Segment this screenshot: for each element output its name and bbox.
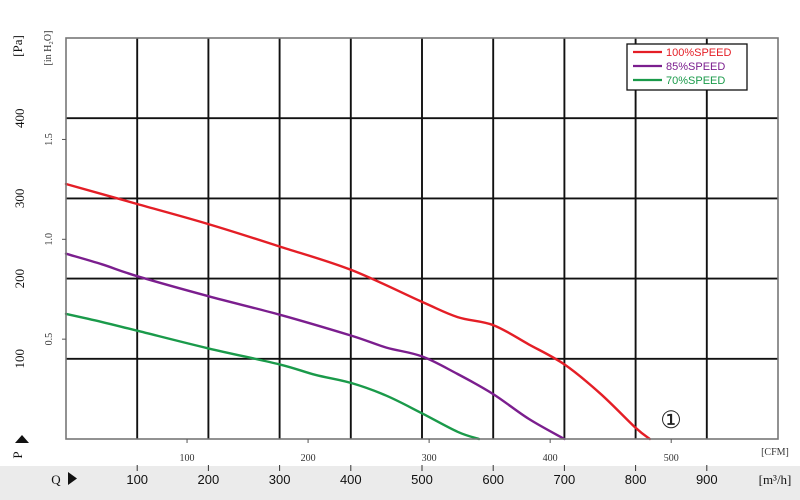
y-secondary-tick-label: 1.5: [44, 133, 55, 146]
x-axis-arrow-icon: [68, 472, 77, 485]
y-unit-secondary: [in H₂O]: [43, 31, 54, 66]
y-tick-label: 100: [12, 349, 27, 369]
x-tick-label: 100: [126, 472, 148, 487]
curves: [64, 182, 651, 441]
legend: 100%SPEED 85%SPEED 70%SPEED: [626, 43, 748, 91]
x-secondary-tick-label: 200: [301, 453, 316, 464]
x-tick-label: 500: [411, 472, 433, 487]
y-tick-label: 300: [12, 189, 27, 209]
x-tick-label: 400: [340, 472, 362, 487]
y-axis-letter: P: [10, 451, 25, 458]
legend-label-85-speed: 85%SPEED: [666, 61, 725, 73]
x-tick-label: 600: [482, 472, 504, 487]
bottom-band: [0, 466, 800, 500]
x-secondary-tick-label: 500: [664, 453, 679, 464]
x-axis-letter: Q: [51, 472, 61, 487]
legend-label-100-speed: 100%SPEED: [666, 47, 731, 59]
x-secondary-tick-label: 400: [543, 453, 558, 464]
grid: [66, 38, 778, 471]
x-tick-label: 200: [198, 472, 220, 487]
x-tick-label: 800: [625, 472, 647, 487]
x-tick-label: 700: [554, 472, 576, 487]
y-unit-primary: [Pa]: [10, 35, 25, 57]
series-line-70-speed: [64, 312, 481, 441]
plot-frame: [65, 37, 779, 440]
x-secondary-tick-label: 100: [180, 453, 195, 464]
x-secondary-tick-label: 300: [422, 453, 437, 464]
x-unit-secondary: [CFM]: [761, 447, 789, 458]
series-line-100-speed: [64, 182, 651, 441]
x-tick-label: 900: [696, 472, 718, 487]
y-secondary-tick-label: 1.0: [44, 233, 55, 246]
y-axis-arrow-icon: [15, 435, 29, 443]
curve-marker: ①: [660, 407, 682, 434]
tick-labels: 100 200 300 400 500 600 700 800 9001002003004001…: [12, 108, 718, 487]
y-tick-label: 200: [12, 269, 27, 289]
x-tick-label: 300: [269, 472, 291, 487]
y-secondary-tick-label: 0.5: [44, 333, 55, 346]
y-tick-label: 400: [12, 108, 27, 128]
x-unit-primary: [m³/h]: [759, 472, 792, 487]
legend-label-70-speed: 70%SPEED: [666, 75, 725, 87]
series-line-85-speed: [64, 252, 566, 441]
